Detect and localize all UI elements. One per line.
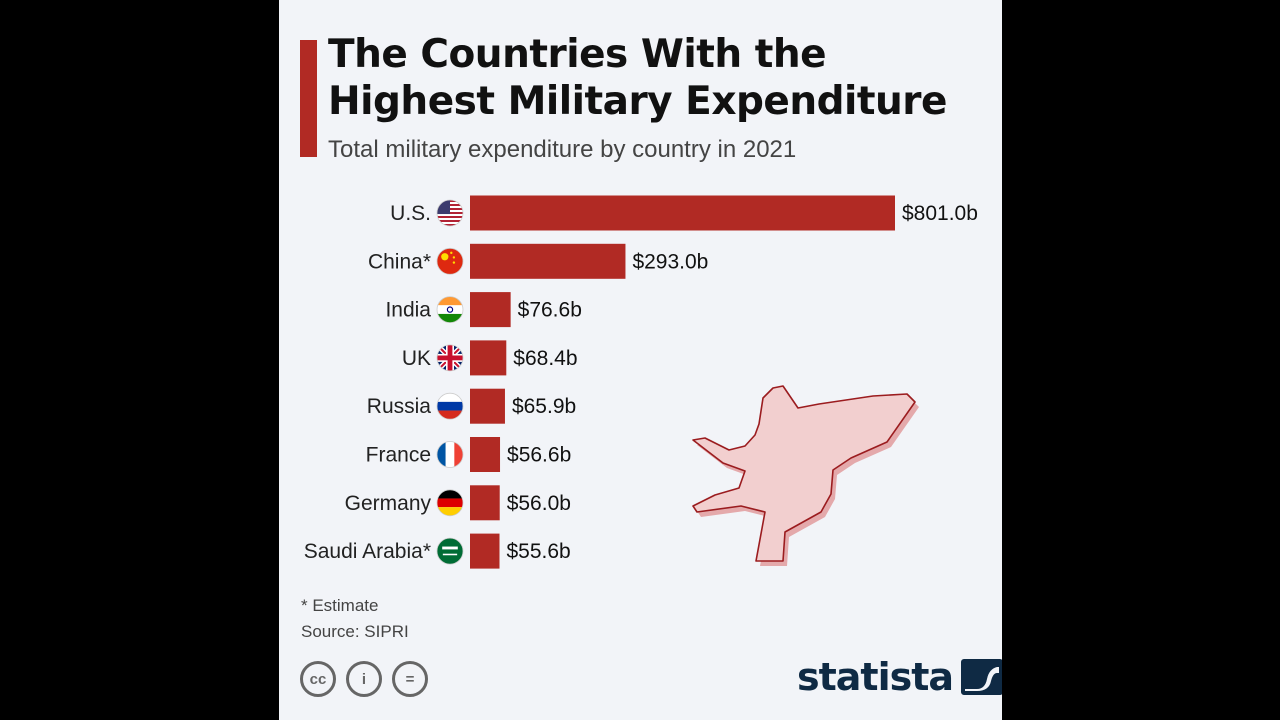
value-label: $76.6b xyxy=(518,299,582,322)
bar xyxy=(470,292,511,328)
bar xyxy=(470,243,626,279)
cc-icon[interactable]: cc xyxy=(300,661,336,697)
no-derivatives-icon[interactable]: = xyxy=(392,661,428,697)
category-label: U.S. xyxy=(390,202,431,225)
value-label: $56.0b xyxy=(507,492,571,515)
bar xyxy=(470,388,505,424)
category-label: Saudi Arabia* xyxy=(304,540,431,563)
footnote-block: * Estimate Source: SIPRI xyxy=(301,593,409,645)
chart-title: The Countries With the Highest Military … xyxy=(328,32,948,124)
attribution-icon[interactable]: i xyxy=(346,661,382,697)
bar-row: Germany $56.0b xyxy=(345,485,571,521)
bar xyxy=(470,437,501,472)
russia-flag-icon xyxy=(436,392,464,420)
india-flag-icon xyxy=(436,296,464,323)
us-flag-icon xyxy=(436,199,464,227)
license-icons: cc i = xyxy=(300,661,428,697)
statista-wordmark: statista xyxy=(797,655,954,699)
category-label: Russia xyxy=(367,395,432,418)
category-label: China* xyxy=(368,250,431,273)
germany-flag-icon xyxy=(436,489,464,517)
value-label: $65.9b xyxy=(512,395,576,418)
value-label: $56.6b xyxy=(507,444,571,467)
uk-flag-icon xyxy=(436,344,464,372)
bar xyxy=(470,195,895,231)
title-accent-bar xyxy=(300,40,317,157)
bar-row: U.S. $801.0b xyxy=(390,195,978,231)
bar-row: UK $68.4b xyxy=(402,340,578,376)
china-flag-icon xyxy=(436,247,464,275)
saudi-arabia-flag-icon xyxy=(436,537,464,565)
footnote-estimate: * Estimate xyxy=(301,596,379,615)
bar xyxy=(470,533,500,569)
bar-row: Russia $65.9b xyxy=(367,388,576,424)
bar-row: Saudi Arabia* $55.6b xyxy=(304,533,571,569)
fighter-jet-icon xyxy=(692,385,919,566)
value-label: $293.0b xyxy=(632,250,708,273)
source-note: Source: SIPRI xyxy=(301,622,409,641)
bar xyxy=(470,485,500,521)
bar xyxy=(470,340,507,376)
category-label: France xyxy=(366,444,431,467)
bar-row: China* $293.0b xyxy=(368,243,708,279)
chart-subtitle: Total military expenditure by country in… xyxy=(328,136,797,163)
bar-row: India $76.6b xyxy=(385,292,582,328)
bar-chart: U.S. $801.0b China* $293.0b India $76.6b UK $68… xyxy=(304,195,978,569)
infographic-card: The Countries With the Highest Military … xyxy=(279,0,1002,720)
statista-logo[interactable]: statista xyxy=(797,653,1002,701)
category-label: Germany xyxy=(345,492,432,515)
value-label: $55.6b xyxy=(507,540,571,563)
france-flag-icon xyxy=(436,441,464,468)
category-label: UK xyxy=(402,347,431,370)
category-label: India xyxy=(385,299,431,322)
bar-row: France $56.6b xyxy=(366,437,571,472)
statista-logo-icon xyxy=(961,659,1002,695)
value-label: $801.0b xyxy=(902,202,978,225)
value-label: $68.4b xyxy=(513,347,577,370)
